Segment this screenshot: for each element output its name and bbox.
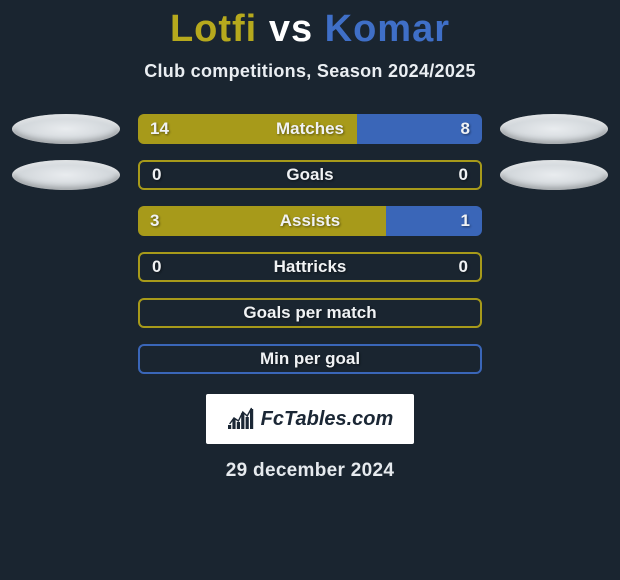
stat-row: Hattricks 0 0	[0, 252, 620, 282]
stat-value-right: 0	[459, 165, 468, 185]
stat-rows: Matches148Goals00Assists31Hattricks00Goa…	[0, 114, 620, 374]
stat-value-left: 14	[150, 119, 169, 139]
player2-badge-ellipse	[500, 114, 608, 144]
stat-row: Min per goal	[0, 344, 620, 374]
stat-label: Matches	[276, 119, 344, 139]
stat-bar: Hattricks 0 0	[138, 252, 482, 282]
player2-name: Komar	[325, 8, 450, 50]
comparison-title: Lotfi vs Komar	[0, 0, 620, 51]
stat-label: Goals	[286, 165, 333, 185]
stat-value-left: 0	[152, 257, 161, 277]
stat-label: Hattricks	[274, 257, 347, 277]
stat-bar: Goals 0 0	[138, 160, 482, 190]
stat-value-right: 1	[461, 211, 470, 231]
stat-row: Goals 0 0	[0, 160, 620, 190]
date-text: 29 december 2024	[0, 460, 620, 482]
player1-badge-ellipse	[12, 160, 120, 190]
stat-row: Matches 14 8	[0, 114, 620, 144]
player1-badge-ellipse	[12, 114, 120, 144]
brand-bars-icon	[227, 407, 255, 431]
stat-label: Min per goal	[260, 349, 360, 369]
stat-bar: Assists 3 1	[138, 206, 482, 236]
stat-label: Assists	[280, 211, 340, 231]
vs-text: vs	[269, 8, 313, 50]
stat-bar: Min per goal	[138, 344, 482, 374]
stat-label: Goals per match	[243, 303, 376, 323]
stat-row: Assists 3 1	[0, 206, 620, 236]
stat-value-left: 3	[150, 211, 159, 231]
stat-row: Goals per match	[0, 298, 620, 328]
player1-name: Lotfi	[170, 8, 257, 50]
stat-value-right: 0	[459, 257, 468, 277]
stat-bar: Goals per match	[138, 298, 482, 328]
stat-bar: Matches 14 8	[138, 114, 482, 144]
brand-text: FcTables.com	[261, 408, 394, 431]
player2-badge-ellipse	[500, 160, 608, 190]
brand-badge: FcTables.com	[206, 394, 414, 444]
stat-value-right: 8	[461, 119, 470, 139]
stat-value-left: 0	[152, 165, 161, 185]
subtitle: Club competitions, Season 2024/2025	[0, 61, 620, 82]
bar-fill-left	[138, 206, 386, 236]
